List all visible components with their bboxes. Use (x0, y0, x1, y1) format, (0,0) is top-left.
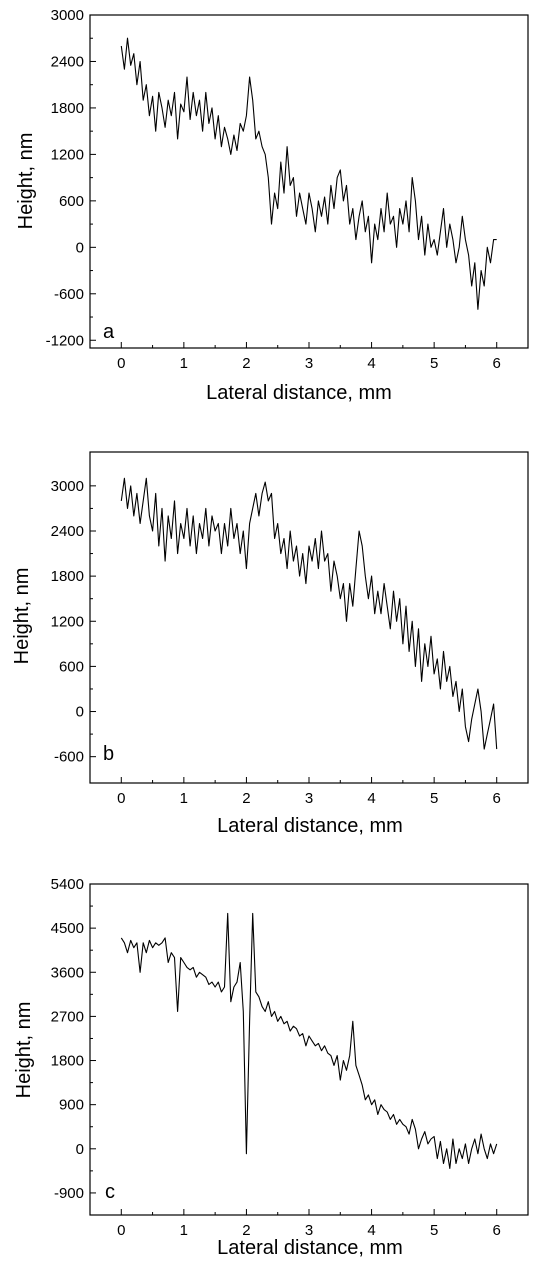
x-tick-label: 0 (117, 1222, 125, 1239)
x-axis-title: Lateral distance, mm (217, 815, 403, 837)
x-tick-label: 6 (493, 355, 501, 372)
plot-frame (89, 883, 529, 1216)
y-tick-layer: -900 0 900 1800 2700 3600 4500 5400 (51, 876, 96, 1202)
x-tick-label: 0 (117, 790, 125, 807)
y-tick-layer: -1200 -600 0 600 1200 1800 2400 3000 (46, 7, 96, 349)
y-tick-label: -900 (54, 1185, 84, 1202)
x-tick-label: 5 (430, 790, 438, 807)
y-tick-label: 2400 (51, 523, 84, 540)
y-tick-label: 3000 (51, 7, 84, 24)
x-tick-label: 3 (305, 790, 313, 807)
x-tick-label: 2 (242, 1222, 250, 1239)
y-tick-label: 0 (76, 1141, 84, 1158)
panel-b: 0 1 2 3 4 5 6 -600 0 600 1200 1800 2400 3000 b Later… (11, 451, 529, 837)
x-tick-label: 2 (242, 790, 250, 807)
y-tick-label: 2400 (51, 53, 84, 70)
y-tick-label: 3000 (51, 478, 84, 495)
x-axis-title: Lateral distance, mm (217, 1237, 403, 1259)
x-tick-label: 3 (305, 1222, 313, 1239)
x-tick-label: 3 (305, 355, 313, 372)
panel-label: b (103, 743, 114, 765)
y-tick-label: -1200 (46, 332, 84, 349)
x-tick-label: 6 (493, 790, 501, 807)
y-axis-title: Height, nm (15, 133, 37, 230)
y-tick-label: 600 (59, 193, 84, 210)
y-tick-label: 3600 (51, 964, 84, 981)
x-tick-label: 0 (117, 355, 125, 372)
y-tick-label: 1800 (51, 568, 84, 585)
panel-label: a (103, 321, 115, 343)
x-tick-layer: 0 1 2 3 4 5 6 (89, 777, 529, 807)
data-layer (120, 477, 498, 750)
y-tick-label: 2700 (51, 1008, 84, 1025)
x-tick-label: 4 (367, 1222, 375, 1239)
y-tick-label: 4500 (51, 920, 84, 937)
series-line (120, 477, 498, 750)
y-tick-label: 1200 (51, 613, 84, 630)
y-tick-label: 0 (76, 704, 84, 721)
series-line (120, 912, 498, 1169)
x-tick-layer: 0 1 2 3 4 5 6 (89, 342, 529, 372)
y-tick-label: 1800 (51, 1053, 84, 1070)
x-tick-label: 4 (367, 355, 375, 372)
x-tick-label: 5 (430, 355, 438, 372)
x-tick-layer: 0 1 2 3 4 5 6 (89, 1209, 529, 1239)
x-tick-label: 6 (493, 1222, 501, 1239)
panel-c: 0 1 2 3 4 5 6 -900 0 900 1800 2700 3600 4500 5400 c L… (13, 876, 529, 1259)
y-tick-label: 600 (59, 658, 84, 675)
x-tick-label: 2 (242, 355, 250, 372)
y-tick-label: 0 (76, 239, 84, 256)
y-tick-label: -600 (54, 286, 84, 303)
series-line (120, 37, 497, 310)
data-layer (120, 912, 498, 1169)
x-tick-label: 4 (367, 790, 375, 807)
panel-label: c (105, 1181, 115, 1203)
y-tick-label: 900 (59, 1097, 84, 1114)
y-tick-label: 1200 (51, 146, 84, 163)
y-tick-label: 5400 (51, 876, 84, 893)
y-axis-title: Height, nm (13, 1002, 35, 1099)
y-tick-label: -600 (54, 749, 84, 766)
x-axis-title: Lateral distance, mm (206, 382, 392, 404)
x-tick-label: 1 (180, 790, 188, 807)
plot-frame (89, 14, 529, 349)
x-tick-label: 1 (180, 355, 188, 372)
data-layer (120, 37, 497, 310)
y-axis-title: Height, nm (11, 568, 33, 665)
y-tick-label: 1800 (51, 100, 84, 117)
x-tick-label: 5 (430, 1222, 438, 1239)
x-tick-label: 1 (180, 1222, 188, 1239)
y-tick-layer: -600 0 600 1200 1800 2400 3000 (51, 478, 96, 766)
